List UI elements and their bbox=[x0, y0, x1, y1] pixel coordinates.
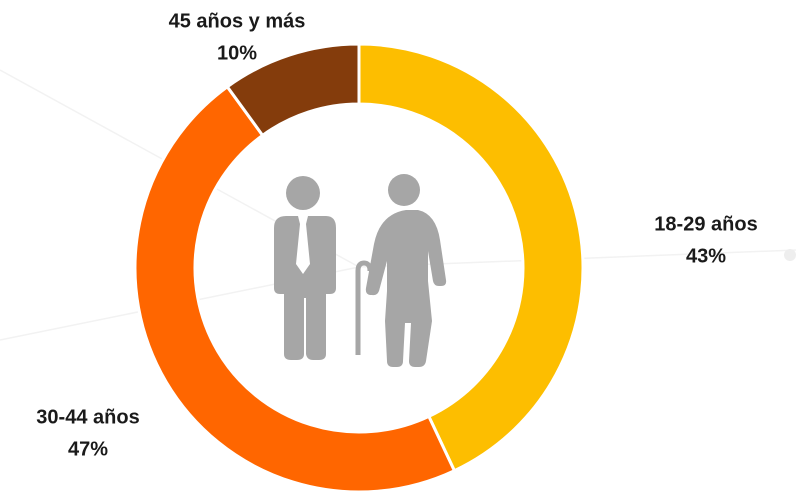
people-icon bbox=[274, 174, 447, 367]
category-label: 45 años y más bbox=[169, 10, 306, 32]
slices bbox=[133, 42, 585, 494]
slice bbox=[225, 42, 361, 138]
category-label: 30-44 años bbox=[36, 406, 139, 428]
value-label: 43% bbox=[686, 245, 726, 267]
slice bbox=[357, 42, 585, 473]
value-label: 47% bbox=[68, 438, 108, 460]
slice bbox=[133, 84, 457, 494]
labels: 18-29 años 43% 30-44 años 47% 45 años y más 1… bbox=[36, 10, 757, 460]
value-label: 10% bbox=[217, 42, 257, 64]
category-label: 18-29 años bbox=[654, 213, 757, 235]
